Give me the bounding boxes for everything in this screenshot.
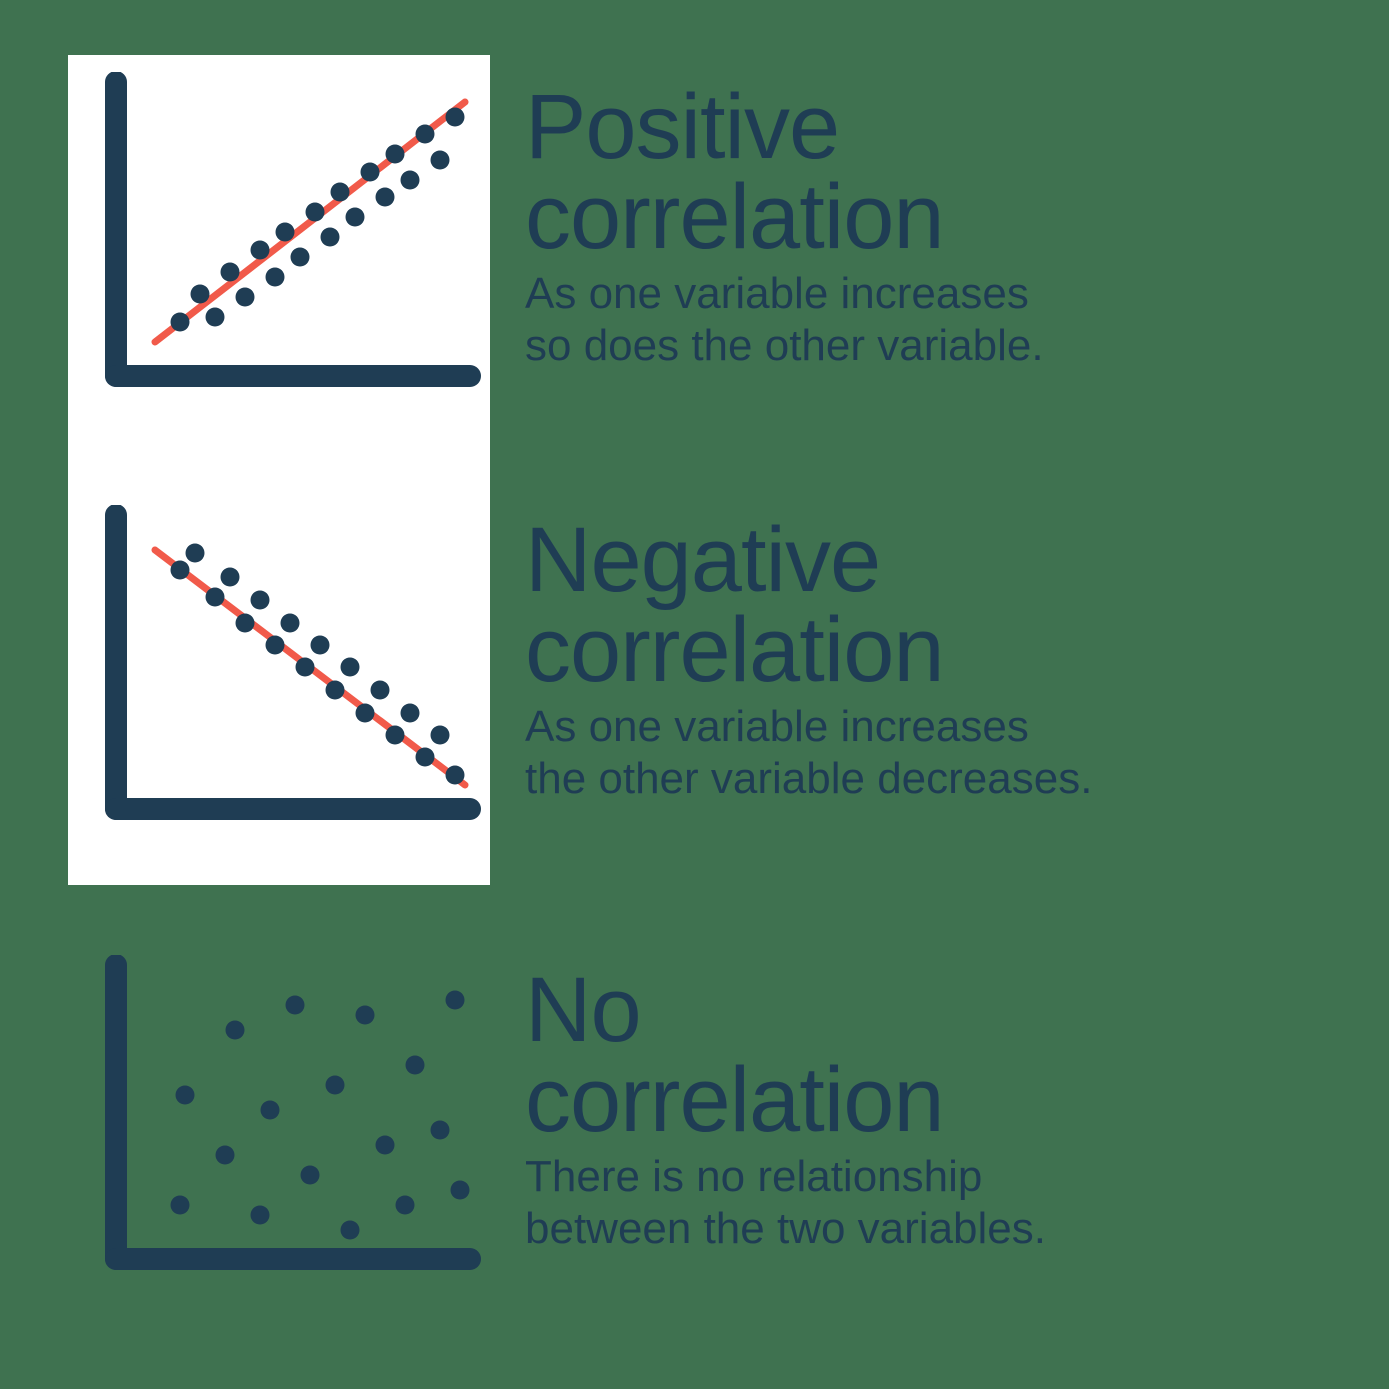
data-point [451, 1181, 470, 1200]
data-point [446, 991, 465, 1010]
data-point [431, 726, 450, 745]
data-point [221, 263, 240, 282]
desc-line2: between the two variables. [525, 1203, 1389, 1255]
data-point [206, 308, 225, 327]
data-point [386, 726, 405, 745]
data-point [171, 561, 190, 580]
desc-positive: As one variable increasesso does the oth… [525, 268, 1389, 372]
data-point [251, 591, 270, 610]
text-wrap-none: NocorrelationThere is no relationshipbet… [485, 955, 1389, 1255]
data-point [286, 996, 305, 1015]
data-point [331, 183, 350, 202]
data-point [226, 1021, 245, 1040]
text-wrap-negative: NegativecorrelationAs one variable incre… [485, 505, 1389, 805]
data-point [221, 568, 240, 587]
data-point [326, 681, 345, 700]
data-point [416, 125, 435, 144]
title-positive: Positivecorrelation [525, 82, 1389, 262]
data-point [291, 248, 310, 267]
title-negative: Negativecorrelation [525, 515, 1389, 695]
data-point [326, 1076, 345, 1095]
data-point [346, 208, 365, 227]
desc-none: There is no relationshipbetween the two … [525, 1151, 1389, 1255]
data-point [216, 1146, 235, 1165]
correlation-row-positive: PositivecorrelationAs one variable incre… [0, 72, 1389, 402]
data-point [301, 1166, 320, 1185]
data-point [386, 145, 405, 164]
desc-negative: As one variable increasesthe other varia… [525, 701, 1389, 805]
data-point [376, 188, 395, 207]
desc-line2: so does the other variable. [525, 320, 1389, 372]
desc-line1: As one variable increases [525, 701, 1389, 753]
data-point [376, 1136, 395, 1155]
data-point [186, 544, 205, 563]
data-point [236, 614, 255, 633]
data-point [401, 704, 420, 723]
data-point [396, 1196, 415, 1215]
chart-wrap-none [85, 955, 485, 1285]
chart-wrap-negative [85, 505, 485, 835]
scatter-chart-positive [85, 72, 485, 402]
title-none: Nocorrelation [525, 965, 1389, 1145]
data-point [356, 1006, 375, 1025]
title-line2: correlation [525, 605, 1389, 695]
data-point [416, 748, 435, 767]
data-point [371, 681, 390, 700]
data-point [266, 636, 285, 655]
data-point [206, 588, 225, 607]
correlation-row-none: NocorrelationThere is no relationshipbet… [0, 955, 1389, 1285]
data-point [306, 203, 325, 222]
title-line1: Negative [525, 515, 1389, 605]
data-point [321, 228, 340, 247]
data-point [406, 1056, 425, 1075]
data-point [251, 241, 270, 260]
data-point [261, 1101, 280, 1120]
data-point [171, 1196, 190, 1215]
data-point [191, 285, 210, 304]
data-point [276, 223, 295, 242]
data-point [176, 1086, 195, 1105]
chart-wrap-positive [85, 72, 485, 402]
data-point [341, 658, 360, 677]
data-point [356, 704, 375, 723]
data-point [431, 151, 450, 170]
data-point [236, 288, 255, 307]
correlation-row-negative: NegativecorrelationAs one variable incre… [0, 505, 1389, 835]
text-wrap-positive: PositivecorrelationAs one variable incre… [485, 72, 1389, 372]
data-point [401, 171, 420, 190]
data-point [266, 268, 285, 287]
scatter-chart-none [85, 955, 485, 1285]
data-point [281, 614, 300, 633]
data-point [446, 766, 465, 785]
scatter-chart-negative [85, 505, 485, 835]
desc-line2: the other variable decreases. [525, 753, 1389, 805]
data-point [311, 636, 330, 655]
data-point [361, 163, 380, 182]
title-line2: correlation [525, 1055, 1389, 1145]
data-point [171, 313, 190, 332]
title-line2: correlation [525, 172, 1389, 262]
desc-line1: As one variable increases [525, 268, 1389, 320]
data-point [296, 658, 315, 677]
data-point [341, 1221, 360, 1240]
data-point [446, 108, 465, 127]
data-point [431, 1121, 450, 1140]
desc-line1: There is no relationship [525, 1151, 1389, 1203]
title-line1: No [525, 965, 1389, 1055]
title-line1: Positive [525, 82, 1389, 172]
data-point [251, 1206, 270, 1225]
